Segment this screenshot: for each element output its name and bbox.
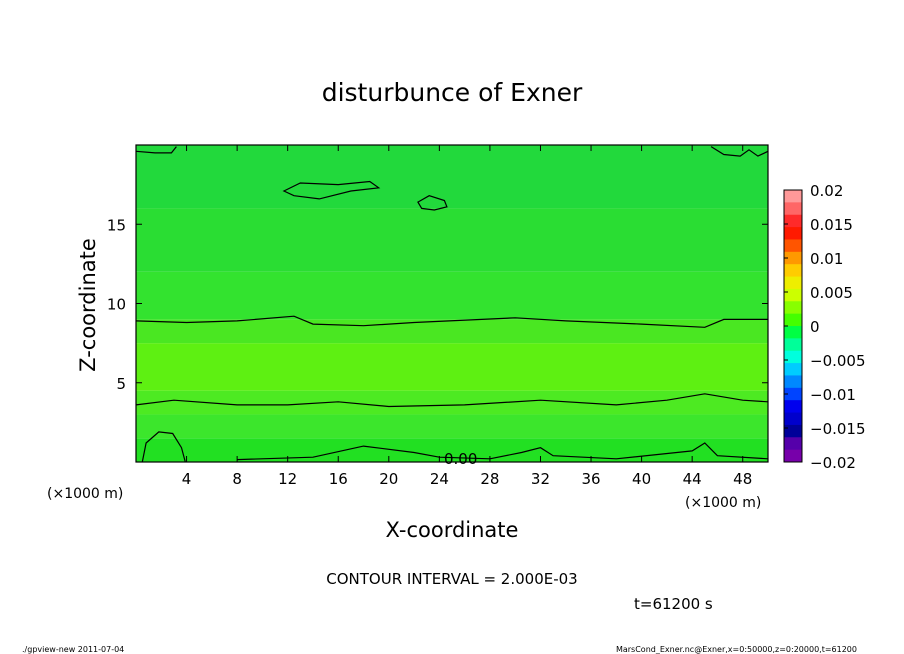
y-tick-label-15: 15 — [107, 216, 126, 234]
colorbar-tick-label-8: −0.02 — [810, 454, 856, 472]
footer-left: ./gpview-new 2011-07-04 — [22, 645, 124, 654]
colorbar-swatch-17 — [784, 400, 802, 414]
y-axis-ticks: 5 10 15 — [107, 216, 768, 393]
colorbar-swatch-3 — [784, 227, 802, 240]
colorbar — [783, 189, 803, 463]
colorbar-swatch-4 — [784, 239, 802, 253]
x-tick-label-24: 24 — [430, 470, 449, 488]
colorbar-swatch-13 — [784, 350, 802, 364]
x-tick-label-8: 8 — [232, 470, 242, 488]
x-tick-label-40: 40 — [632, 470, 651, 488]
colorbar-swatch-2 — [784, 214, 802, 228]
contour-label: 0.00 — [444, 450, 477, 468]
x-unit-left: (×1000 m) — [47, 486, 123, 502]
colorbar-swatch-15 — [784, 375, 802, 389]
colorbar-swatch-0 — [784, 190, 802, 203]
x-tick-label-44: 44 — [683, 470, 702, 488]
contour-bottom — [237, 442, 769, 461]
colorbar-tick-label-3: 0.005 — [810, 284, 853, 302]
field-band-1 — [136, 414, 768, 439]
contour-field — [136, 145, 768, 462]
time-text: t=61200 s — [634, 595, 713, 613]
colorbar-swatch-9 — [784, 301, 802, 315]
colorbar-swatch-11 — [784, 326, 802, 339]
x-tick-label-32: 32 — [531, 470, 550, 488]
contour-bottom-left-blob — [141, 431, 186, 463]
y-tick-label-10: 10 — [107, 296, 126, 314]
colorbar-swatch-21 — [784, 449, 802, 463]
contour-interval-text: CONTOUR INTERVAL = 2.000E-03 — [326, 570, 577, 588]
colorbar-swatch-12 — [784, 338, 802, 352]
colorbar-swatch-8 — [784, 288, 802, 302]
x-axis-ticks: 4 8 12 16 20 24 28 32 36 40 44 48 — [182, 145, 752, 488]
contour-top-blob-1 — [282, 180, 381, 200]
colorbar-swatch-16 — [784, 387, 802, 401]
field-band-0 — [136, 438, 768, 462]
colorbar-swatch-10 — [784, 313, 802, 327]
colorbar-tick-label-5: −0.005 — [810, 352, 866, 370]
contour-top-right — [710, 146, 769, 157]
field-band-6 — [136, 208, 768, 272]
colorbar-swatch-6 — [784, 264, 802, 278]
colorbar-tick-label-6: −0.01 — [810, 386, 856, 404]
x-tick-label-4: 4 — [182, 470, 192, 488]
colorbar-tick-label-0: 0.02 — [810, 182, 843, 200]
colorbar-swatch-18 — [784, 412, 802, 426]
colorbar-tick-label-2: 0.01 — [810, 250, 843, 268]
colorbar-tick-label-4: 0 — [810, 318, 820, 336]
x-tick-label-36: 36 — [581, 470, 600, 488]
field-band-2 — [136, 390, 768, 415]
colorbar-swatch-20 — [784, 437, 802, 451]
colorbar-swatch-7 — [784, 276, 802, 290]
x-tick-label-12: 12 — [278, 470, 297, 488]
colorbar-swatch-1 — [784, 202, 802, 216]
x-tick-label-48: 48 — [733, 470, 752, 488]
y-axis-label: Z-coordinate — [76, 238, 100, 372]
contour-z3.7 — [135, 393, 769, 408]
contour-top-blob-2 — [417, 195, 448, 211]
colorbar-swatch-14 — [784, 363, 802, 376]
field-band-4 — [136, 319, 768, 344]
contour-top-left — [135, 146, 177, 154]
contour-z9 — [135, 315, 768, 328]
colorbar-swatch-19 — [784, 424, 802, 438]
x-unit-right: (×1000 m) — [685, 495, 761, 511]
colorbar-ticks: 0.02 0.015 0.01 0.005 0 −0.005 −0.01 −0.015 −0.0… — [784, 182, 866, 472]
chart-title: disturbunce of Exner — [322, 78, 583, 107]
field-band-7 — [136, 145, 768, 209]
y-tick-label-5: 5 — [116, 375, 126, 393]
field-band-3 — [136, 343, 768, 391]
colorbar-swatch-5 — [784, 251, 802, 265]
colorbar-tick-label-1: 0.015 — [810, 216, 853, 234]
colorbar-tick-label-7: −0.015 — [810, 420, 866, 438]
x-axis-label: X-coordinate — [386, 518, 519, 542]
field-band-5 — [136, 271, 768, 320]
x-tick-label-16: 16 — [329, 470, 348, 488]
contour-lines — [135, 146, 769, 463]
footer-right: MarsCond_Exner.nc@Exner,x=0:50000,z=0:20… — [616, 645, 857, 654]
x-tick-label-20: 20 — [379, 470, 398, 488]
x-tick-label-28: 28 — [480, 470, 499, 488]
